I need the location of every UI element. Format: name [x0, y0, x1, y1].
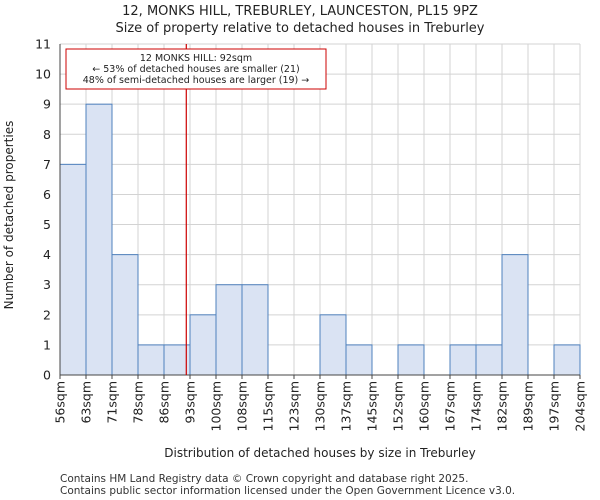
axes: [59, 44, 581, 379]
bar-182sqm: [501, 254, 529, 376]
footer-line-1: Contains HM Land Registry data © Crown c…: [60, 473, 469, 485]
chart-subtitle: Size of property relative to detached ho…: [115, 21, 485, 36]
x-tick-label-204sqm: 204sqm: [573, 381, 588, 431]
x-tick-label-71sqm: 71sqm: [105, 381, 120, 424]
y-tick-label-6: 6: [43, 187, 51, 202]
x-tick-label-130sqm: 130sqm: [313, 381, 328, 431]
bar-71sqm: [111, 254, 139, 376]
y-tick-label-8: 8: [43, 127, 51, 142]
bar-100sqm: [215, 284, 243, 376]
annotation-line-1: 12 MONKS HILL: 92sqm: [140, 53, 252, 64]
x-tick-labels: 56sqm 63sqm 71sqm 78sqm 86sqm 93sqm 100sqm 108s…: [53, 381, 588, 431]
footer-line-2: Contains public sector information licen…: [60, 485, 516, 497]
bar-130sqm: [319, 314, 347, 376]
y-axis-label: Number of detached properties: [2, 121, 16, 310]
y-tick-label-3: 3: [43, 277, 51, 292]
x-tick-label-56sqm: 56sqm: [53, 381, 68, 424]
x-tick-label-63sqm: 63sqm: [79, 381, 94, 424]
bar-152sqm: [397, 344, 425, 376]
annotation-line-3: 48% of semi-detached houses are larger (…: [83, 75, 310, 86]
bar-137sqm: [345, 344, 373, 376]
bar-63sqm: [85, 103, 113, 376]
x-tick-label-189sqm: 189sqm: [521, 381, 536, 431]
y-tick-label-4: 4: [43, 247, 51, 262]
bar-108sqm: [241, 284, 269, 376]
y-tick-label-2: 2: [43, 307, 51, 322]
annotation-line-2: ← 53% of detached houses are smaller (21…: [92, 64, 299, 75]
bar-167sqm: [449, 344, 477, 376]
y-tick-labels: 0 1 2 3 4 5 6 7 8 9 10 11: [35, 37, 51, 383]
x-tick-label-115sqm: 115sqm: [261, 381, 276, 431]
x-tick-label-93sqm: 93sqm: [183, 381, 198, 424]
x-tick-label-160sqm: 160sqm: [417, 381, 432, 431]
chart-title: 12, MONKS HILL, TREBURLEY, LAUNCESTON, P…: [122, 4, 478, 19]
bar-197sqm: [553, 344, 581, 376]
bar-56sqm: [59, 163, 87, 376]
y-tick-label-1: 1: [43, 337, 51, 352]
bar-86sqm: [163, 344, 191, 376]
y-tick-label-7: 7: [43, 157, 51, 172]
y-tick-label-0: 0: [43, 368, 51, 383]
bar-78sqm: [137, 344, 165, 376]
x-tick-label-108sqm: 108sqm: [235, 381, 250, 431]
bars: [59, 103, 581, 376]
x-tick-label-100sqm: 100sqm: [209, 381, 224, 431]
x-tick-label-86sqm: 86sqm: [157, 381, 172, 424]
bar-93sqm: [189, 314, 217, 376]
y-tick-label-9: 9: [43, 97, 51, 112]
bar-174sqm: [475, 344, 503, 376]
x-tick-label-123sqm: 123sqm: [287, 381, 302, 431]
x-tick-label-182sqm: 182sqm: [495, 381, 510, 431]
x-tick-label-174sqm: 174sqm: [469, 381, 484, 431]
x-tick-label-152sqm: 152sqm: [391, 381, 406, 431]
x-tick-label-78sqm: 78sqm: [131, 381, 146, 424]
y-tick-label-11: 11: [35, 37, 51, 52]
x-tick-label-137sqm: 137sqm: [339, 381, 354, 431]
x-tick-label-145sqm: 145sqm: [365, 381, 380, 431]
x-tick-label-197sqm: 197sqm: [547, 381, 562, 431]
x-axis-label: Distribution of detached houses by size …: [164, 446, 476, 460]
annotation-box: 12 MONKS HILL: 92sqm ← 53% of detached h…: [65, 48, 327, 90]
y-tick-label-5: 5: [43, 217, 51, 232]
x-tick-label-167sqm: 167sqm: [443, 381, 458, 431]
y-tick-label-10: 10: [35, 67, 51, 82]
